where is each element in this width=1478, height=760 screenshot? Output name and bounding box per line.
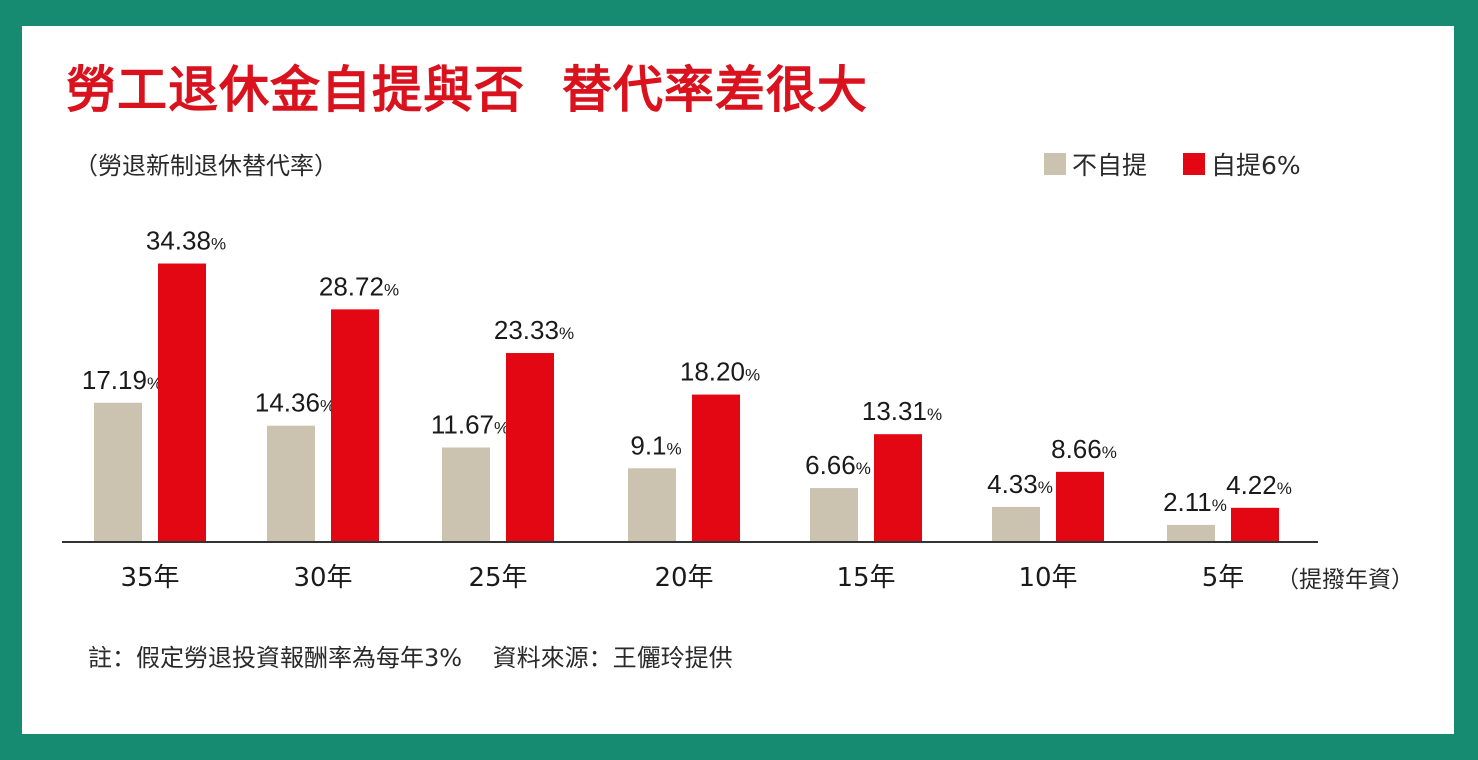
bar-no-self bbox=[267, 425, 315, 542]
bar-chart: 17.19% 34.38% 35年 14.36% 28.72% 30年 11.67% 23.3… bbox=[62, 226, 1318, 593]
x-tick-label: 15年 bbox=[836, 563, 895, 593]
chart-panel: 勞工退休金自提與否 替代率差很大 （勞退新制退休替代率） 不自提 自提6% 17… bbox=[22, 26, 1454, 734]
x-unit-label: （提撥年資） bbox=[1276, 567, 1414, 593]
bar-no-self bbox=[1167, 524, 1215, 542]
data-label: 2.11% bbox=[1163, 487, 1227, 517]
bar-self-6 bbox=[692, 394, 740, 542]
chart-subtitle: （勞退新制退休替代率） bbox=[74, 152, 338, 180]
data-label: 11.67% bbox=[431, 409, 509, 439]
data-label: 17.19% bbox=[82, 365, 162, 395]
bar-self-6 bbox=[158, 263, 206, 542]
data-label: 13.31% bbox=[862, 396, 942, 426]
x-tick-label: 10年 bbox=[1018, 563, 1077, 593]
bar-no-self bbox=[628, 468, 676, 542]
bar-self-6 bbox=[874, 434, 922, 542]
legend-item-no-self: 不自提 bbox=[1044, 146, 1147, 182]
legend-label-self-6: 自提6% bbox=[1211, 151, 1301, 180]
legend: 不自提 自提6% bbox=[1044, 146, 1325, 182]
x-tick-label: 20年 bbox=[654, 563, 713, 593]
bar-self-6 bbox=[1056, 471, 1104, 542]
legend-label-no-self: 不自提 bbox=[1072, 151, 1148, 180]
data-label: 28.72% bbox=[319, 271, 399, 301]
data-label: 8.66% bbox=[1051, 434, 1117, 464]
data-label: 14.36% bbox=[255, 388, 335, 418]
bar-self-6 bbox=[506, 353, 554, 542]
x-tick-label: 35年 bbox=[120, 563, 179, 593]
bar-self-6 bbox=[1231, 507, 1279, 542]
bar-no-self bbox=[992, 506, 1040, 542]
data-label: 23.33% bbox=[494, 315, 574, 345]
x-tick-label: 5年 bbox=[1202, 563, 1245, 593]
bar-self-6 bbox=[331, 309, 379, 542]
data-label: 34.38% bbox=[146, 226, 226, 256]
data-label: 4.22% bbox=[1226, 470, 1292, 500]
legend-item-self-6: 自提6% bbox=[1183, 146, 1301, 182]
bar-no-self bbox=[442, 447, 490, 542]
data-label: 9.1% bbox=[630, 430, 681, 460]
footnote: 註：假定勞退投資報酬率為每年3% 資料來源：王儷玲提供 bbox=[88, 644, 733, 672]
x-tick-label: 25年 bbox=[468, 563, 527, 593]
bar-no-self bbox=[810, 488, 858, 542]
data-label: 4.33% bbox=[987, 469, 1053, 499]
chart-title: 勞工退休金自提與否 替代率差很大 bbox=[66, 60, 868, 119]
data-label: 6.66% bbox=[805, 450, 871, 480]
legend-swatch-self-6 bbox=[1183, 153, 1206, 175]
data-label: 18.20% bbox=[680, 357, 760, 387]
legend-swatch-no-self bbox=[1044, 153, 1066, 175]
x-tick-label: 30年 bbox=[293, 563, 352, 593]
bar-no-self bbox=[94, 402, 142, 542]
